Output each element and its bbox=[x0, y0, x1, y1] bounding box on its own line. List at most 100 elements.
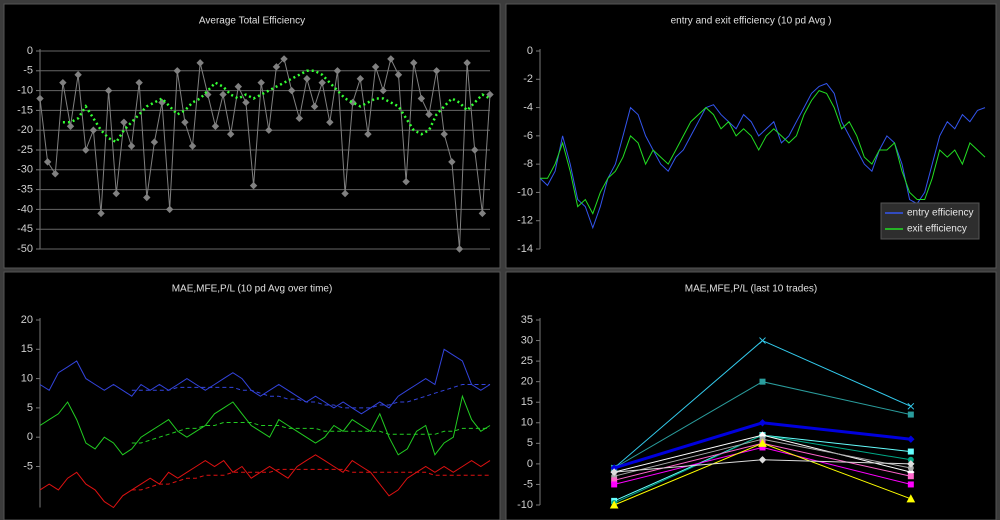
marker bbox=[417, 94, 426, 103]
marker bbox=[226, 130, 235, 138]
marker bbox=[135, 78, 143, 87]
marker bbox=[196, 59, 204, 67]
chart-title: Average Total Efficiency bbox=[199, 16, 305, 27]
y-tick-label: 0 bbox=[527, 458, 533, 470]
marker bbox=[143, 193, 151, 202]
series-line bbox=[39, 57, 491, 250]
y-tick-label: -8 bbox=[523, 158, 533, 170]
marker bbox=[907, 435, 915, 443]
y-tick-label: -15 bbox=[17, 104, 33, 116]
y-tick-label: 15 bbox=[21, 343, 33, 355]
y-tick-label: 20 bbox=[521, 376, 533, 388]
y-tick-label: 10 bbox=[521, 417, 533, 429]
marker bbox=[272, 63, 281, 71]
y-tick-label: -4 bbox=[523, 101, 533, 113]
y-tick-label: -10 bbox=[517, 186, 533, 198]
y-tick-label: -14 bbox=[517, 243, 533, 255]
marker bbox=[611, 481, 618, 488]
marker bbox=[907, 448, 914, 455]
y-tick-label: -20 bbox=[17, 124, 33, 136]
marker bbox=[303, 75, 311, 83]
y-tick-label: 30 bbox=[521, 334, 533, 346]
panel bbox=[3, 3, 501, 269]
marker bbox=[318, 78, 326, 87]
marker bbox=[448, 158, 456, 166]
marker bbox=[127, 142, 136, 150]
y-tick-label: -40 bbox=[17, 203, 33, 215]
marker bbox=[455, 245, 464, 253]
marker bbox=[364, 130, 372, 138]
marker bbox=[486, 90, 494, 99]
marker bbox=[341, 189, 349, 198]
marker bbox=[758, 438, 767, 447]
y-tick-label: 0 bbox=[27, 431, 33, 443]
legend-label: exit efficiency bbox=[907, 224, 967, 235]
marker bbox=[758, 419, 767, 427]
marker bbox=[249, 181, 258, 190]
chart-title: entry and exit efficiency (10 pd Avg ) bbox=[671, 16, 832, 27]
marker bbox=[280, 55, 288, 63]
marker bbox=[120, 118, 128, 126]
marker bbox=[66, 122, 75, 130]
marker bbox=[181, 118, 189, 126]
series-line bbox=[131, 422, 490, 444]
marker bbox=[371, 63, 380, 71]
legend-label: entry efficiency bbox=[907, 208, 974, 219]
marker bbox=[234, 82, 243, 91]
marker bbox=[333, 67, 342, 75]
marker bbox=[402, 177, 410, 186]
marker bbox=[112, 189, 120, 198]
y-tick-label: -45 bbox=[17, 223, 33, 235]
marker bbox=[74, 71, 82, 79]
y-tick-label: 20 bbox=[21, 314, 33, 326]
panel bbox=[3, 271, 501, 520]
marker bbox=[425, 110, 433, 119]
y-tick-label: 5 bbox=[27, 402, 33, 414]
marker bbox=[310, 102, 319, 111]
y-tick-label: -10 bbox=[17, 85, 33, 97]
series-line bbox=[62, 69, 491, 144]
series-line bbox=[39, 454, 491, 509]
marker bbox=[463, 59, 471, 67]
chart-title: MAE,MFE,P/L (last 10 trades) bbox=[685, 284, 817, 295]
marker bbox=[188, 142, 197, 150]
marker bbox=[907, 473, 914, 480]
marker bbox=[326, 118, 334, 126]
chart-title: MAE,MFE,P/L (10 pd Avg over time) bbox=[172, 284, 333, 295]
marker bbox=[295, 114, 304, 123]
marker bbox=[89, 126, 98, 134]
y-tick-label: -5 bbox=[523, 478, 533, 490]
y-tick-label: 10 bbox=[21, 373, 33, 385]
y-tick-label: -2 bbox=[523, 73, 533, 85]
y-tick-label: -35 bbox=[17, 184, 33, 196]
marker bbox=[211, 122, 220, 130]
marker bbox=[906, 494, 916, 503]
marker bbox=[59, 78, 67, 87]
series-line bbox=[131, 384, 490, 409]
y-tick-label: 0 bbox=[527, 45, 533, 57]
y-tick-label: 0 bbox=[27, 45, 33, 57]
marker bbox=[257, 78, 265, 87]
series-line bbox=[539, 82, 986, 230]
marker bbox=[97, 209, 105, 218]
y-tick-label: 5 bbox=[527, 437, 533, 449]
marker bbox=[432, 67, 441, 75]
y-tick-label: -6 bbox=[523, 130, 533, 142]
y-tick-label: -25 bbox=[17, 144, 33, 156]
marker bbox=[387, 55, 395, 63]
marker bbox=[440, 130, 448, 138]
marker bbox=[471, 146, 479, 154]
marker bbox=[287, 86, 296, 95]
y-tick-label: -5 bbox=[23, 460, 33, 472]
marker bbox=[759, 378, 766, 385]
y-tick-label: -5 bbox=[23, 65, 33, 77]
marker bbox=[478, 209, 487, 218]
y-tick-label: -10 bbox=[517, 499, 533, 511]
marker bbox=[610, 468, 618, 476]
series-line bbox=[131, 468, 490, 491]
panel bbox=[505, 271, 997, 520]
marker bbox=[165, 205, 174, 214]
marker bbox=[907, 460, 915, 468]
marker bbox=[907, 402, 915, 410]
